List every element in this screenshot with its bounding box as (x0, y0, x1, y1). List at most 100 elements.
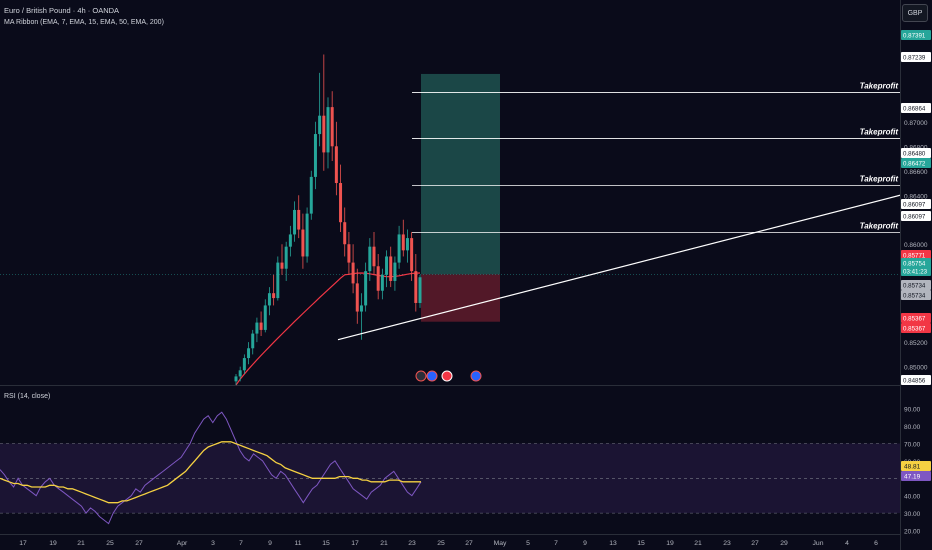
candle-body[interactable] (418, 277, 422, 303)
news-event-icon[interactable] (441, 370, 453, 382)
price-badge[interactable] (901, 323, 931, 333)
candle-body[interactable] (347, 244, 351, 263)
candle-body[interactable] (343, 222, 347, 245)
candle-body[interactable] (339, 183, 343, 223)
rsi-tick-label: 30.00 (904, 511, 921, 518)
candle-body[interactable] (410, 238, 414, 272)
candle-body[interactable] (288, 234, 292, 247)
candle-body[interactable] (401, 234, 405, 251)
take-profit-label: Takeprofit (860, 82, 899, 91)
candle-body[interactable] (293, 209, 297, 235)
rsi-badge[interactable] (901, 471, 931, 481)
price-badge[interactable] (901, 52, 931, 62)
candle-body[interactable] (259, 322, 263, 330)
price-badge[interactable] (901, 30, 931, 40)
rsi-line[interactable] (0, 411, 422, 525)
rsi-ma-line[interactable] (0, 441, 421, 504)
price-badge[interactable] (901, 148, 931, 158)
candle-body[interactable] (313, 134, 317, 177)
candle-body[interactable] (322, 115, 326, 153)
candle-body[interactable] (309, 176, 313, 214)
time-tick-label: 7 (239, 540, 243, 547)
candle-body[interactable] (405, 238, 409, 251)
candle-body[interactable] (393, 262, 397, 281)
candle-body[interactable] (359, 305, 363, 312)
time-tick-label: 25 (106, 540, 114, 547)
symbol-title[interactable]: Euro / British Pound · 4h · OANDA (4, 6, 119, 15)
candle-body[interactable] (255, 322, 259, 334)
time-tick-label: Jun (813, 540, 824, 547)
candle-body[interactable] (305, 213, 309, 257)
price-badge[interactable] (901, 313, 931, 323)
time-tick-label: Apr (177, 540, 188, 547)
dividend-event-icon[interactable] (426, 370, 438, 382)
candle-body[interactable] (318, 115, 322, 135)
time-tick-label: 27 (751, 540, 759, 547)
profit-zone[interactable] (421, 73, 500, 275)
candle-body[interactable] (234, 376, 238, 382)
candle-body[interactable] (380, 274, 384, 291)
currency-button[interactable]: GBP (902, 4, 928, 22)
price-badge[interactable] (901, 375, 931, 385)
candle-body[interactable] (351, 262, 355, 284)
price-badge[interactable] (901, 158, 931, 168)
event-icons[interactable] (415, 370, 482, 382)
price-tick-label: 0.86600 (904, 169, 928, 176)
price-badge[interactable] (901, 211, 931, 221)
time-tick-label: 15 (322, 540, 330, 547)
candle-body[interactable] (242, 358, 246, 371)
rsi-tick-label: 80.00 (904, 424, 921, 431)
candle-body[interactable] (389, 256, 393, 281)
price-badge[interactable] (901, 199, 931, 209)
candle-body[interactable] (330, 107, 334, 147)
candle-body[interactable] (284, 246, 288, 269)
price-tick-label: 0.86000 (904, 242, 928, 249)
rsi-tick-label: 90.00 (904, 407, 921, 414)
candle-body[interactable] (276, 262, 280, 299)
candle-body[interactable] (238, 370, 242, 377)
candle-body[interactable] (364, 271, 368, 306)
candle-body[interactable] (368, 246, 372, 272)
price-badge[interactable] (901, 280, 931, 290)
price-badge[interactable] (901, 103, 931, 113)
rsi-tick-label: 40.00 (904, 494, 921, 501)
price-badge[interactable] (901, 258, 931, 268)
price-badge-label: 0.87239 (903, 55, 926, 62)
candle-body[interactable] (372, 246, 376, 267)
rsi-legend[interactable]: RSI (14, close) (4, 393, 50, 400)
time-tick-label: 13 (609, 540, 617, 547)
candle-body[interactable] (326, 107, 330, 153)
candle-body[interactable] (272, 293, 276, 299)
trendline[interactable] (337, 194, 901, 341)
time-tick-label: 23 (408, 540, 416, 547)
take-profit-label: Takeprofit (860, 174, 899, 183)
candle-body[interactable] (397, 234, 401, 263)
time-tick-label: 15 (637, 540, 645, 547)
candle-body[interactable] (297, 209, 301, 230)
candle-body[interactable] (247, 348, 251, 359)
stop-loss-zone[interactable] (421, 274, 500, 322)
candle-body[interactable] (376, 266, 380, 291)
candle-body[interactable] (385, 256, 389, 275)
candle-body[interactable] (251, 333, 255, 349)
ma-ribbon-legend[interactable]: MA Ribbon (EMA, 7, EMA, 15, EMA, 50, EMA… (4, 19, 164, 26)
time-tick-label: 19 (49, 540, 57, 547)
earnings-event-icon[interactable] (415, 370, 427, 382)
price-tick-label: 0.85200 (904, 340, 928, 347)
candle-body[interactable] (280, 262, 284, 269)
candle-body[interactable] (355, 283, 359, 312)
candle-body[interactable] (263, 305, 267, 330)
rsi-badge[interactable] (901, 461, 931, 471)
candle-body[interactable] (334, 146, 338, 184)
candle-body[interactable] (301, 229, 305, 257)
price-badge[interactable] (901, 290, 931, 300)
candle-body[interactable] (267, 293, 271, 306)
calendar-event-icon[interactable] (470, 370, 482, 382)
price-badge[interactable] (901, 266, 931, 276)
price-badge[interactable] (901, 250, 931, 260)
time-tick-label: 3 (211, 540, 215, 547)
candle-body[interactable] (414, 271, 418, 303)
time-tick-label: 23 (723, 540, 731, 547)
